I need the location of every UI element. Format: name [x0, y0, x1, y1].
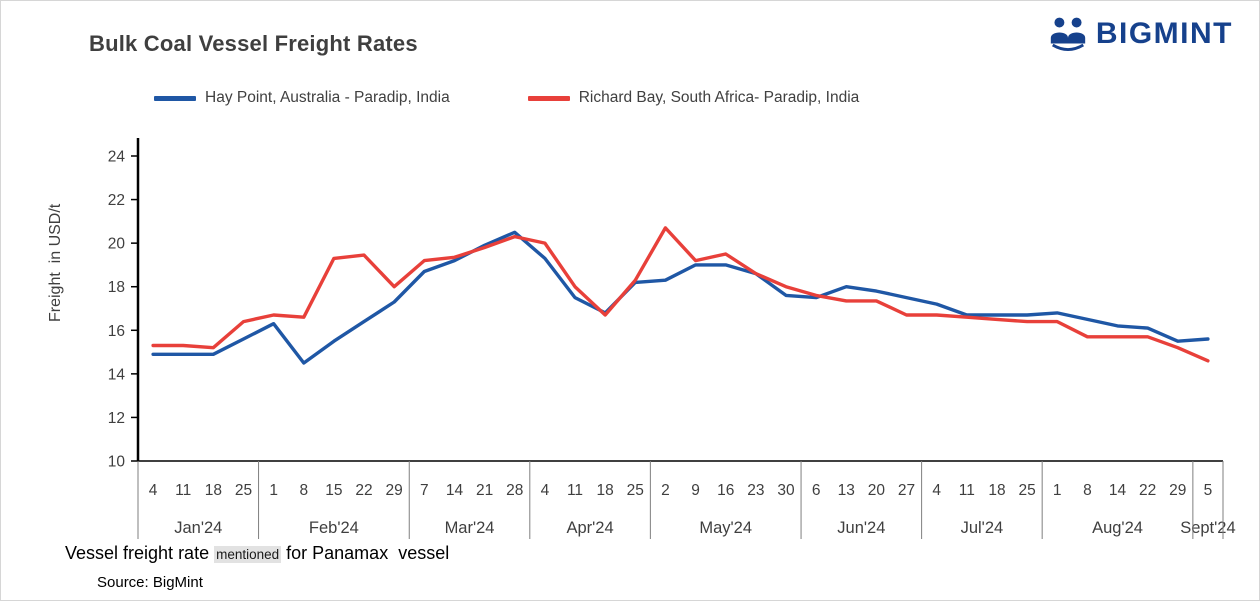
x-tick-label: 1 [269, 482, 278, 499]
x-tick-label: 1 [1053, 482, 1062, 499]
x-tick-label: 16 [717, 482, 734, 499]
chart-title: Bulk Coal Vessel Freight Rates [89, 31, 418, 56]
x-tick-label: 13 [838, 482, 855, 499]
y-axis-title: Freight in USD/t [47, 203, 64, 323]
x-tick-label: 18 [205, 482, 222, 499]
x-tick-label: 20 [868, 482, 886, 499]
x-tick-label: 18 [988, 482, 1005, 499]
x-tick-label: 6 [812, 482, 821, 499]
legend-label-hay-point: Hay Point, Australia - Paradip, India [205, 89, 450, 106]
month-label: May'24 [699, 519, 752, 537]
y-tick-label: 24 [108, 149, 126, 166]
x-tick-label: 22 [355, 482, 372, 499]
x-tick-label: 27 [898, 482, 915, 499]
month-label: Jun'24 [837, 519, 885, 537]
x-tick-label: 22 [1139, 482, 1156, 499]
legend-swatch-blue-line [154, 95, 196, 101]
footnote: Vessel freight rate mentioned for Panama… [65, 543, 449, 564]
chart-legend: Hay Point, Australia - Paradip, India Ri… [154, 89, 859, 107]
x-tick-label: 21 [476, 482, 493, 499]
x-tick-label: 4 [932, 482, 941, 499]
series-line-hay-point [151, 230, 1210, 365]
footnote-highlight: mentioned [214, 546, 282, 563]
month-label: Aug'24 [1092, 519, 1143, 537]
x-tick-label: 29 [386, 482, 403, 499]
legend-item-hay-point: Hay Point, Australia - Paradip, India [154, 89, 450, 107]
x-tick-label: 29 [1169, 482, 1186, 499]
legend-swatch-red-line [527, 95, 570, 101]
month-label: Jul'24 [961, 519, 1004, 537]
y-tick-label: 18 [108, 279, 125, 296]
bigmint-logo-icon [1050, 17, 1086, 51]
x-tick-label: 9 [691, 482, 700, 499]
y-tick-label: 22 [108, 192, 125, 209]
y-tick-label: 16 [108, 323, 125, 340]
x-tick-label: 25 [1018, 482, 1035, 499]
month-label: Feb'24 [309, 519, 359, 537]
x-tick-label: 5 [1204, 482, 1213, 499]
legend-item-richard-bay: Richard Bay, South Africa- Paradip, Indi… [527, 89, 860, 107]
month-label: Jan'24 [174, 519, 222, 537]
x-tick-label: 4 [541, 482, 550, 499]
x-tick-label: 11 [567, 482, 583, 499]
footnote-tail: for Panamax vessel [281, 543, 450, 563]
x-tick-label: 2 [661, 482, 670, 499]
month-label: Mar'24 [445, 519, 495, 537]
series-line-richard-bay [151, 226, 1210, 363]
x-tick-label: 4 [149, 482, 158, 499]
x-tick-label: 14 [446, 482, 464, 499]
month-label: Sept'24 [1180, 519, 1235, 537]
x-tick-label: 15 [325, 482, 342, 499]
x-tick-label: 11 [959, 482, 975, 499]
x-tick-label: 18 [597, 482, 614, 499]
y-tick-label: 14 [108, 366, 126, 383]
x-tick-label: 23 [747, 482, 764, 499]
x-tick-label: 25 [627, 482, 644, 499]
x-tick-label: 8 [299, 482, 308, 499]
legend-label-richard-bay: Richard Bay, South Africa- Paradip, Indi… [578, 89, 860, 106]
chart-area: Freight in USD/t 10 12 14 16 18 20 22 24 4 11 18 25… [1, 129, 1259, 541]
x-tick-label: 8 [1083, 482, 1092, 499]
y-tick-label: 12 [108, 410, 125, 427]
footnote-lead: Vessel freight rate [65, 543, 215, 563]
x-tick-label: 7 [420, 482, 429, 499]
x-tick-label: 11 [175, 482, 191, 499]
x-tick-label: 25 [235, 482, 252, 499]
x-tick-label: 28 [506, 482, 523, 499]
y-tick-label: 10 [108, 454, 126, 471]
x-tick-label: 14 [1109, 482, 1127, 499]
month-label: Apr'24 [566, 519, 613, 537]
x-tick-label: 30 [777, 482, 795, 499]
y-tick-label: 20 [108, 236, 126, 253]
source-note: Source: BigMint [97, 574, 203, 591]
bigmint-logo-text: BIGMINT [1095, 17, 1233, 50]
bigmint-logo: BIGMINT [1047, 14, 1233, 54]
